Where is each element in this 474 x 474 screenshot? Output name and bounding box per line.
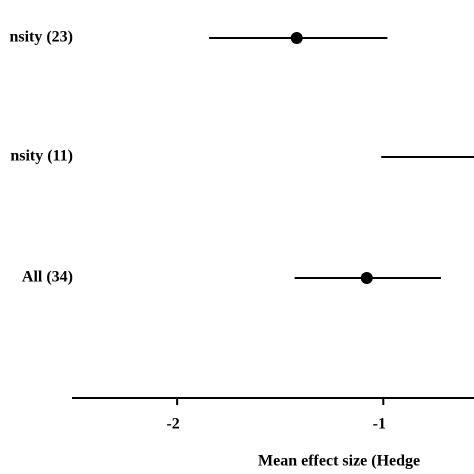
x-tick-label: -2 [166, 416, 179, 433]
y-tick-label: All (34) [22, 269, 73, 286]
y-tick-label: nsity (23) [9, 29, 73, 46]
point-estimate [360, 272, 373, 284]
y-tick-label: nsity (11) [10, 148, 73, 165]
point-estimate [290, 32, 303, 44]
x-tick-label: -1 [373, 416, 386, 433]
x-axis-label: Mean effect size (Hedge [258, 453, 420, 470]
